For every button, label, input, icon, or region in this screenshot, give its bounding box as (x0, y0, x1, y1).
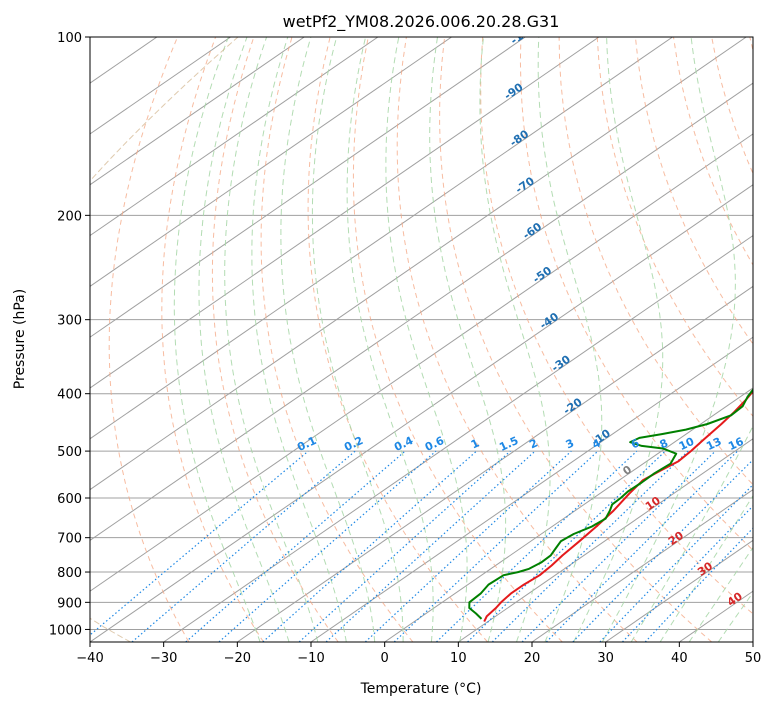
dry-adiabat-line (161, 37, 264, 642)
isotherm-line (605, 539, 753, 642)
mixing-ratio-line (572, 458, 753, 642)
plot-frame (89, 36, 754, 643)
mixing-ratio-line (185, 450, 406, 642)
isotherm-line (90, 37, 747, 491)
isotherm-line (90, 184, 753, 642)
x-tick-label: 40 (671, 651, 688, 666)
moist-adiabat-line (479, 37, 551, 642)
x-tick-label: 50 (745, 651, 762, 666)
reference-lines-layer (90, 37, 753, 642)
mixing-ratio-line (621, 505, 753, 642)
mixing-ratio-label: 13 (704, 435, 723, 453)
moist-adiabat-line (717, 591, 753, 642)
mixing-ratio-line (467, 450, 666, 642)
dry-adiabat-line (108, 37, 190, 642)
dry-adiabat-line (558, 37, 753, 486)
dry-adiabat-line (211, 37, 339, 642)
mixing-ratio-line (90, 450, 309, 636)
plot-background (90, 37, 753, 642)
isotherm-line (531, 488, 753, 642)
axes-layer: −40 −30 −20 −10 0 10 20 30 40 50 100 200 300 400 500 60… (49, 31, 761, 666)
moist-adiabat-line (688, 546, 753, 642)
mixing-ratio-line (435, 450, 638, 642)
isotherm-line (90, 37, 600, 389)
isotherm-line (90, 37, 379, 237)
isotherm-line (90, 37, 452, 287)
x-tick-label: −20 (224, 651, 251, 666)
isotherm-line (90, 37, 305, 186)
series-layer (468, 388, 753, 623)
y-tick-label: 200 (57, 209, 82, 224)
dry-adiabat-line (480, 37, 753, 615)
isotherm-line (384, 387, 753, 642)
y-tick-label: 900 (57, 596, 82, 611)
moist-adiabat-line (311, 37, 404, 642)
moist-adiabat-line (251, 37, 347, 642)
dry-adiabat-line (352, 37, 563, 642)
mixing-ratio-line (364, 450, 572, 642)
isotherm-line (163, 234, 753, 642)
x-tick-label: 20 (524, 651, 541, 666)
isotherm-line (237, 285, 753, 642)
y-tick-label: 300 (57, 314, 82, 329)
mixing-ratio-line (545, 450, 738, 642)
isotherm-line (90, 82, 753, 541)
y-tick-label: 400 (57, 388, 82, 403)
moist-adiabat-line (429, 37, 507, 642)
x-tick-label: −10 (297, 651, 324, 666)
mixing-ratio-line (521, 450, 716, 642)
mixing-ratio-label: 16 (726, 435, 746, 453)
dry-adiabat-line (749, 37, 753, 53)
temperature-profile (483, 389, 753, 623)
moist-adiabat-line (537, 37, 603, 642)
moist-adiabat-line (385, 37, 468, 642)
moist-adiabat-line (346, 37, 434, 642)
isotherm-line (458, 438, 753, 642)
x-tick-label: 0 (381, 651, 389, 666)
isotherm-line (90, 133, 753, 592)
isotherm-line (90, 37, 673, 440)
dry-adiabat-line (634, 37, 753, 345)
y-tick-label: 500 (57, 445, 82, 460)
dry-adiabat-line (519, 37, 753, 551)
moist-adiabat-line (601, 37, 736, 642)
moist-adiabat-line (198, 37, 290, 642)
moist-adiabat-line (224, 37, 319, 642)
isotherm-line (90, 37, 526, 338)
x-tick-label: −40 (76, 651, 103, 666)
moist-adiabat-line (280, 37, 376, 642)
isotherm-line (752, 641, 753, 642)
x-tick-label: 30 (597, 651, 614, 666)
x-tick-label: −30 (150, 651, 177, 666)
mixing-ratio-line (298, 450, 511, 642)
x-tick-label: 10 (450, 651, 467, 666)
mixing-ratio-line (131, 450, 356, 642)
mixing-ratio-line (599, 483, 753, 642)
mixing-ratio-label: 10 (677, 435, 697, 453)
moist-adiabat-line (173, 37, 261, 642)
x-axis-label: Temperature (°C) (360, 681, 482, 697)
mixing-ratio-line (491, 450, 689, 642)
dewpoint-profile (468, 388, 753, 620)
chart-title: wetPf2_YM08.2026.006.20.28.G31 (283, 12, 560, 32)
y-tick-label: 800 (57, 566, 82, 581)
y-tick-label: 700 (57, 532, 82, 547)
mixing-ratio-line (262, 450, 477, 642)
dry-adiabat-line (307, 37, 488, 642)
grid-layer (90, 37, 753, 642)
y-tick-label: 600 (57, 492, 82, 507)
mixing-ratio-label: 20 (751, 435, 771, 453)
dry-adiabat-line (260, 37, 414, 642)
y-axis-label: Pressure (hPa) (12, 289, 28, 389)
dry-adiabat-line (439, 37, 713, 642)
dry-adiabat-line (596, 37, 753, 418)
mixing-ratio-line (644, 527, 753, 642)
y-tick-label: 1000 (49, 623, 82, 638)
y-tick-label: 100 (57, 31, 82, 46)
